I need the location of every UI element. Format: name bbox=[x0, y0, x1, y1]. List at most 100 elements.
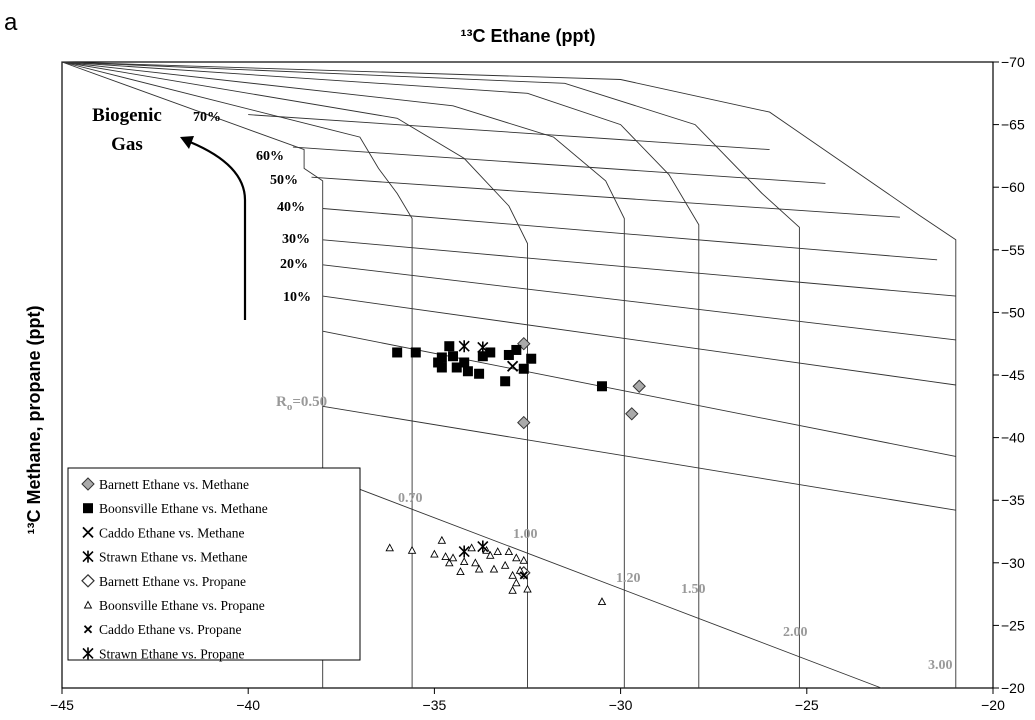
y-tick-label: −55 bbox=[1001, 242, 1025, 258]
point-boonsville-ethane-vs-propane bbox=[459, 557, 469, 565]
point-barnett-ethane-vs-methane bbox=[632, 379, 646, 393]
legend-label: Strawn Ethane vs. Methane bbox=[99, 550, 247, 565]
ro-R: R bbox=[276, 394, 287, 410]
ro-label-150: 1.50 bbox=[681, 582, 706, 597]
legend-marker bbox=[82, 647, 94, 660]
ro-label-300: 3.00 bbox=[928, 658, 953, 673]
ro-curve-2 bbox=[61, 61, 800, 688]
point-caddo-ethane-vs-methane bbox=[506, 360, 519, 372]
mixing-line-3 bbox=[311, 176, 900, 218]
point-boonsville-ethane-vs-propane bbox=[515, 565, 525, 574]
point-boonsville-ethane-vs-propane bbox=[437, 535, 447, 544]
x-tick-label: −35 bbox=[423, 697, 447, 713]
legend-marker bbox=[82, 526, 94, 539]
point-boonsville-ethane-vs-propane bbox=[519, 555, 529, 564]
pct-70: 70% bbox=[193, 110, 221, 125]
point-strawn-ethane-vs-propane bbox=[477, 540, 489, 553]
ro-value-050: =0.50 bbox=[292, 394, 327, 410]
pct-10: 10% bbox=[283, 290, 311, 305]
ro-label-070: 0.70 bbox=[398, 491, 423, 506]
y-tick-label: −40 bbox=[1001, 430, 1025, 446]
point-barnett-ethane-vs-methane bbox=[625, 407, 639, 421]
point-boonsville-ethane-vs-propane bbox=[441, 552, 450, 560]
data-points bbox=[385, 336, 646, 606]
point-boonsville-ethane-vs-methane bbox=[477, 351, 488, 362]
y-tick-label: −25 bbox=[1001, 617, 1025, 633]
legend-marker bbox=[82, 550, 94, 563]
biogenic-arrowhead bbox=[180, 136, 194, 149]
point-boonsville-ethane-vs-propane bbox=[474, 564, 484, 573]
legend: Barnett Ethane vs. Methane Boonsville Eth… bbox=[67, 467, 361, 661]
y-tick-label: −35 bbox=[1001, 492, 1025, 508]
point-boonsville-ethane-vs-propane bbox=[407, 545, 417, 554]
ro-label-050: Ro=0.50 bbox=[276, 394, 327, 413]
point-boonsville-ethane-vs-propane bbox=[486, 550, 495, 559]
point-boonsville-ethane-vs-methane bbox=[596, 381, 607, 392]
mixing-line-10 bbox=[322, 474, 882, 689]
pct-60: 60% bbox=[256, 149, 284, 164]
point-boonsville-ethane-vs-propane bbox=[456, 567, 465, 576]
axes: −45 −40 −35 −30 −25 −20 −70 −65 −60 −55 −50 −45 −40 −… bbox=[50, 54, 1025, 713]
point-boonsville-ethane-vs-methane bbox=[444, 341, 455, 352]
ro-curve-12 bbox=[61, 61, 625, 688]
legend-label: Caddo Ethane vs. Propane bbox=[99, 622, 241, 637]
point-boonsville-ethane-vs-propane bbox=[489, 564, 499, 573]
model-grid bbox=[61, 61, 957, 689]
point-boonsville-ethane-vs-methane bbox=[474, 368, 485, 379]
point-boonsville-ethane-vs-methane bbox=[459, 357, 470, 368]
point-boonsville-ethane-vs-methane bbox=[392, 347, 403, 358]
point-boonsville-ethane-vs-propane bbox=[500, 560, 510, 569]
legend-label: Boonsville Ethane vs. Propane bbox=[99, 598, 265, 613]
ro-curve-3 bbox=[61, 61, 957, 688]
y-tick-label: −60 bbox=[1001, 179, 1025, 195]
point-boonsville-ethane-vs-propane bbox=[597, 597, 607, 606]
ro-subscript: o bbox=[287, 401, 293, 413]
y-tick-label: −45 bbox=[1001, 367, 1025, 383]
pct-30: 30% bbox=[282, 232, 310, 247]
x-tick-label: −25 bbox=[795, 697, 819, 713]
point-boonsville-ethane-vs-propane bbox=[523, 584, 532, 593]
chart-title: ¹³C Ethane (ppt) bbox=[461, 26, 596, 46]
mixing-line-8 bbox=[322, 330, 956, 457]
point-boonsville-ethane-vs-propane bbox=[385, 543, 394, 552]
biogenic-arrow bbox=[189, 140, 247, 320]
x-tick-label: −40 bbox=[236, 697, 260, 713]
y-tick-label: −50 bbox=[1001, 304, 1025, 320]
mixing-line-1 bbox=[248, 114, 770, 151]
point-boonsville-ethane-vs-methane bbox=[433, 357, 444, 368]
panel-label: a bbox=[4, 9, 18, 36]
y-tick-label: −65 bbox=[1001, 117, 1025, 133]
ro-label-120: 1.20 bbox=[616, 571, 641, 586]
y-tick-label: −20 bbox=[1001, 680, 1025, 696]
point-boonsville-ethane-vs-propane bbox=[508, 585, 517, 594]
ro-label-200: 2.00 bbox=[783, 625, 808, 640]
pct-20: 20% bbox=[280, 257, 308, 272]
point-boonsville-ethane-vs-propane bbox=[508, 570, 517, 579]
x-tick-label: −45 bbox=[50, 697, 74, 713]
point-strawn-ethane-vs-methane bbox=[458, 340, 470, 353]
y-tick-label: −30 bbox=[1001, 555, 1025, 571]
point-boonsville-ethane-vs-methane bbox=[511, 344, 522, 355]
x-tick-label: −20 bbox=[981, 697, 1005, 713]
point-boonsville-ethane-vs-methane bbox=[448, 351, 459, 362]
y-axis-label: ¹³C Methane, propane (ppt) bbox=[24, 306, 44, 535]
ro-label-100: 1.00 bbox=[513, 527, 538, 542]
pct-50: 50% bbox=[270, 173, 298, 188]
legend-marker bbox=[81, 573, 95, 588]
mixing-line-9 bbox=[322, 405, 956, 511]
biogenic-label: Biogenic bbox=[92, 105, 162, 126]
legend-marker bbox=[81, 477, 95, 491]
legend-marker bbox=[83, 625, 93, 634]
point-boonsville-ethane-vs-methane bbox=[518, 363, 529, 374]
mixing-line-2 bbox=[292, 146, 826, 184]
legend-marker bbox=[83, 600, 93, 609]
legend-label: Caddo Ethane vs. Methane bbox=[99, 525, 244, 540]
ro-curve-05 bbox=[61, 61, 324, 688]
point-boonsville-ethane-vs-propane bbox=[471, 558, 480, 567]
point-boonsville-ethane-vs-propane bbox=[512, 553, 521, 562]
point-boonsville-ethane-vs-methane bbox=[526, 353, 537, 364]
ro-curve-15 bbox=[61, 61, 700, 688]
legend-label: Strawn Ethane vs. Propane bbox=[99, 646, 244, 661]
legend-label: Barnett Ethane vs. Propane bbox=[99, 574, 246, 589]
point-boonsville-ethane-vs-propane bbox=[448, 553, 458, 562]
